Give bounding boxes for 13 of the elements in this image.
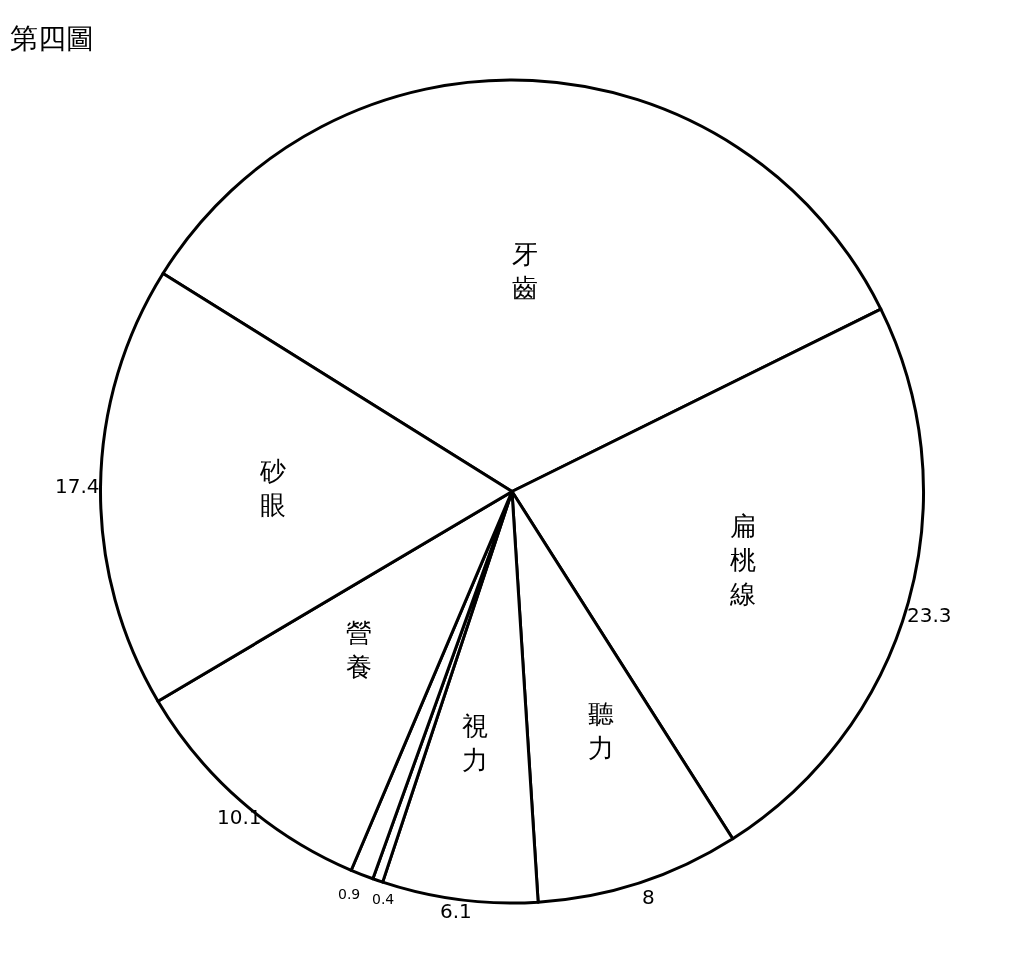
data-label: 17.4 — [55, 474, 100, 498]
data-label: 8 — [642, 885, 655, 909]
chart-title: 第四圖 — [10, 22, 95, 56]
slice-label: 營養 — [346, 618, 372, 682]
data-label: 0.4 — [372, 891, 395, 907]
slice-label: 聽力 — [588, 699, 614, 763]
slice-label: 牙齒 — [512, 239, 538, 303]
slice-label: 扁桃線 — [729, 511, 756, 609]
data-label: 23.3 — [907, 603, 952, 627]
slice-label: 砂眼 — [259, 456, 286, 520]
data-label: 6.1 — [440, 899, 472, 923]
data-label: 0.9 — [338, 886, 361, 902]
slice-label: 視力 — [462, 711, 488, 775]
